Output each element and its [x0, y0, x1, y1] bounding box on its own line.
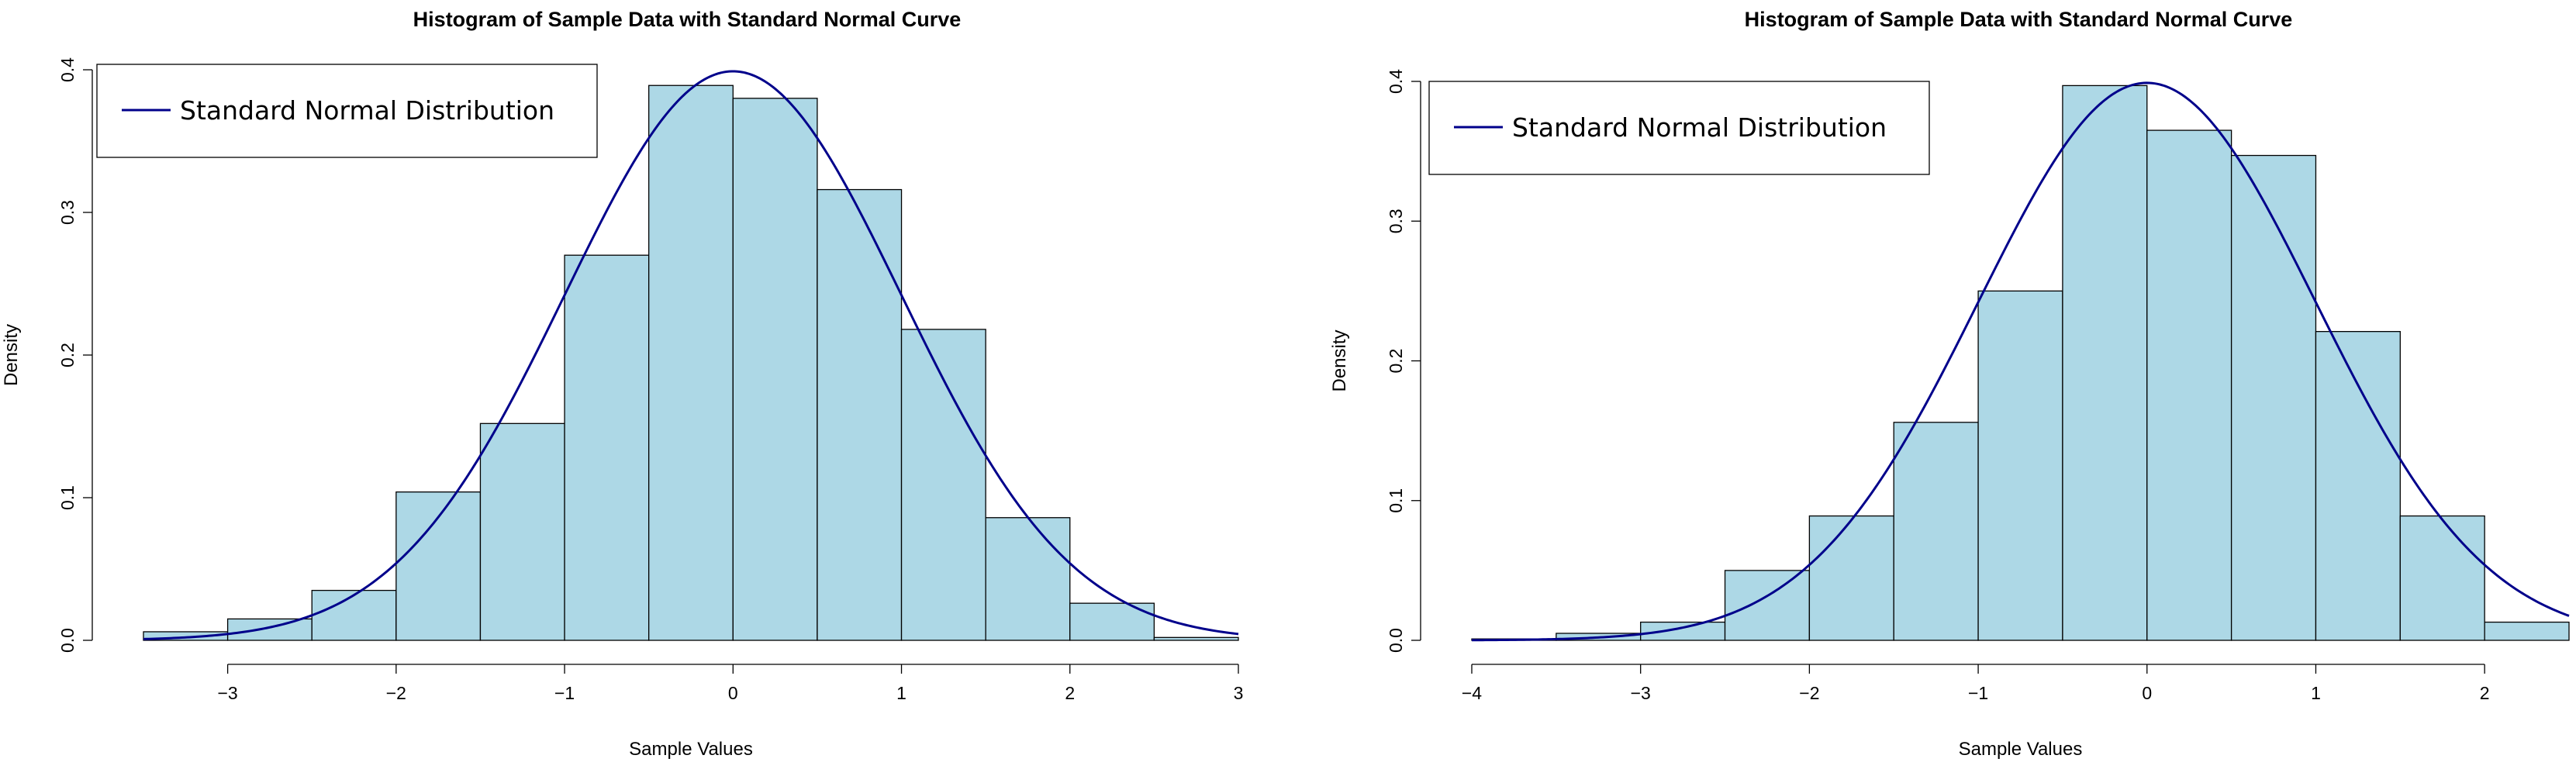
y-tick-label: 0.0: [1386, 628, 1406, 653]
histogram-bars: [1471, 84, 2570, 641]
chart-panel-left: Histogram of Sample Data with Standard N…: [1, 8, 1243, 760]
x-tick-label: 2: [1065, 683, 1075, 703]
histogram-bar: [985, 517, 1071, 641]
y-axis: 0.0 0.1 0.2 0.3 0.4: [1386, 69, 1421, 653]
histogram-bar: [395, 491, 482, 641]
chart-title: Histogram of Sample Data with Standard N…: [1745, 8, 2293, 31]
y-tick-label: 0.2: [1386, 349, 1406, 374]
histogram-bar: [2484, 621, 2570, 641]
y-axis-label: Density: [1, 324, 22, 386]
histogram-bars: [143, 84, 1239, 641]
x-tick-label: 1: [2311, 683, 2321, 703]
x-tick-label: −4: [1462, 683, 1482, 703]
x-tick-label: 3: [1234, 683, 1244, 703]
y-axis: 0.0 0.1 0.2 0.3 0.4: [57, 57, 93, 653]
histogram-bar: [1893, 422, 1979, 641]
normal-curve-line: [143, 70, 1239, 640]
histogram-bar: [564, 254, 650, 641]
histogram-bar: [2315, 330, 2401, 641]
legend: Standard Normal Distribution: [96, 64, 598, 158]
histogram-bar: [311, 589, 397, 641]
chart-title: Histogram of Sample Data with Standard N…: [413, 8, 962, 31]
histogram-bar: [1808, 515, 1894, 641]
y-tick-label: 0.0: [57, 628, 78, 653]
chart-panel-right: Histogram of Sample Data with Standard N…: [1288, 0, 2576, 769]
x-tick-label: 0: [2142, 683, 2152, 703]
x-axis: −3 −2 −1 0 1 2 3: [217, 664, 1243, 703]
y-tick-label: 0.3: [57, 200, 78, 225]
x-axis-label: Sample Values: [1959, 739, 2083, 760]
y-tick-label: 0.1: [1386, 488, 1406, 513]
histogram-bar: [817, 188, 903, 641]
y-tick-label: 0.3: [1386, 209, 1406, 233]
legend-label: Standard Normal Distribution: [1512, 112, 1887, 143]
histogram-bar: [2062, 84, 2148, 641]
histogram-bar: [2399, 515, 2485, 641]
histogram-bar: [1977, 290, 2063, 641]
x-axis: −4 −3 −2 −1 0 1 2: [1462, 664, 2490, 703]
x-tick-label: 1: [896, 683, 906, 703]
histogram-bar: [1153, 636, 1239, 641]
x-tick-label: −3: [217, 683, 237, 703]
histogram-bar: [1724, 570, 1811, 641]
histogram-bar: [1069, 602, 1155, 641]
legend: Standard Normal Distribution: [1428, 81, 1930, 175]
y-tick-label: 0.4: [1386, 69, 1406, 94]
legend-box: [1428, 81, 1930, 175]
histogram-bar: [732, 98, 818, 641]
x-axis-label: Sample Values: [629, 739, 753, 760]
x-tick-label: 2: [2480, 683, 2490, 703]
y-axis-label: Density: [1329, 329, 1350, 391]
histogram-bar: [1640, 621, 1726, 641]
legend-label: Standard Normal Distribution: [180, 95, 554, 126]
y-tick-label: 0.4: [57, 57, 78, 82]
x-tick-label: 0: [728, 683, 738, 703]
histogram-bar: [226, 618, 313, 641]
legend-box: [96, 64, 598, 158]
y-tick-label: 0.1: [57, 485, 78, 510]
histogram-chart-left: Histogram of Sample Data with Standard N…: [1, 8, 1243, 760]
histogram-bar: [479, 422, 565, 641]
histogram-bar: [2230, 154, 2317, 641]
histogram-bar: [900, 329, 986, 641]
histogram-bar: [2146, 129, 2232, 641]
x-tick-label: −3: [1631, 683, 1651, 703]
x-tick-label: −2: [1799, 683, 1819, 703]
y-tick-label: 0.2: [57, 343, 78, 367]
x-tick-label: −1: [1968, 683, 1988, 703]
histogram-chart-right: Histogram of Sample Data with Standard N…: [1329, 8, 2570, 760]
x-tick-label: −2: [386, 683, 406, 703]
histogram-bar: [648, 84, 734, 641]
x-tick-label: −1: [554, 683, 575, 703]
normal-curve-line: [1471, 81, 2570, 642]
